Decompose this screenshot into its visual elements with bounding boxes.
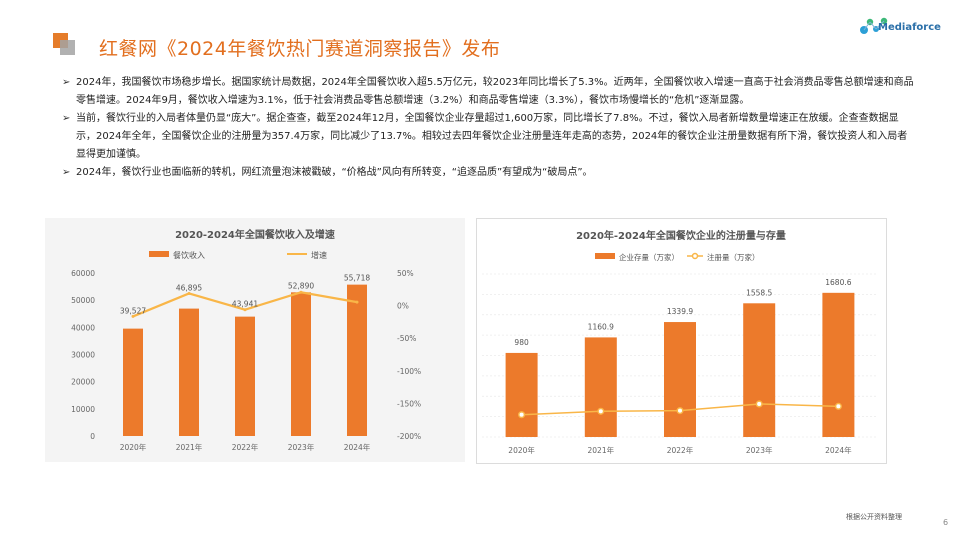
title-decoration [53, 33, 77, 57]
registration-point [755, 400, 763, 408]
y-left-tick-label: 60000 [71, 269, 95, 278]
y-right-tick-label: -150% [397, 399, 421, 408]
legend-bar-label: 企业存量（万家） [619, 252, 679, 262]
registration-point [676, 407, 684, 415]
bullet-item: ➢ 2024年，餐饮行业也面临新的转机，网红流量泡沫被戳破，“价格战”风向有所转… [62, 164, 914, 182]
legend-line-label: 增速 [311, 250, 327, 260]
legend-line-marker [691, 252, 699, 260]
revenue-chart: 2020-2024年全国餐饮收入及增速 餐饮收入 增速 0 10000 20000 3… [45, 218, 465, 462]
bullet-item: ➢ 当前，餐饮行业的入局者体量仍显“庞大”。据企查查，截至2024年12月，全国… [62, 110, 914, 164]
logo-text: Mediaforce [878, 22, 941, 33]
revenue-bar [347, 284, 367, 436]
chart-title: 2020年-2024年全国餐饮企业的注册量与存量 [576, 229, 786, 242]
stock-bar [822, 292, 855, 437]
x-tick-label: 2024年 [825, 445, 852, 455]
y-left-tick-label: 20000 [71, 378, 95, 387]
x-tick-label: 2021年 [176, 442, 203, 452]
y-left-tick-label: 40000 [71, 323, 95, 332]
mediaforce-logo-icon [860, 17, 888, 34]
y-right-tick-label: -50% [397, 334, 416, 343]
growth-point [131, 314, 135, 318]
x-tick-label: 2020年 [508, 445, 535, 455]
x-tick-label: 2023年 [288, 442, 315, 452]
revenue-data-label: 55,718 [344, 274, 370, 283]
y-left-tick-label: 10000 [71, 405, 95, 414]
y-right-tick-label: -200% [397, 432, 421, 441]
growth-point [187, 291, 191, 295]
enterprise-chart-svg: 2020年-2024年全国餐饮企业的注册量与存量 企业存量（万家） 注册量（万家… [482, 229, 878, 455]
revenue-bar [235, 316, 255, 436]
x-tick-label: 2024年 [344, 442, 371, 452]
bullet-list: ➢ 2024年，我国餐饮市场稳步增长。据国家统计局数据，2024年全国餐饮收入超… [62, 74, 914, 182]
growth-point [243, 308, 247, 312]
y-right-tick-label: 0% [397, 302, 409, 311]
revenue-bar [123, 328, 143, 436]
y-left-tick-label: 0 [90, 432, 95, 441]
stock-bar [743, 303, 776, 437]
stock-data-label: 980 [514, 338, 529, 347]
enterprise-chart: 2020年-2024年全国餐饮企业的注册量与存量 企业存量（万家） 注册量（万家… [476, 218, 887, 464]
bullet-text: 2024年，餐饮行业也面临新的转机，网红流量泡沫被戳破，“价格战”风向有所转变，… [76, 167, 593, 178]
bullet-arrow-icon: ➢ [62, 113, 71, 124]
y-left-tick-label: 30000 [71, 351, 95, 360]
stock-bar [664, 322, 696, 437]
stock-data-label: 1680.6 [825, 278, 851, 287]
bullet-arrow-icon: ➢ [62, 77, 71, 88]
revenue-chart-svg: 2020-2024年全国餐饮收入及增速 餐饮收入 增速 0 10000 20000 3… [71, 228, 421, 452]
legend-line-label: 注册量（万家） [707, 252, 760, 262]
growth-point [355, 300, 359, 304]
bullet-text: 2024年，我国餐饮市场稳步增长。据国家统计局数据，2024年全国餐饮收入超5.… [76, 77, 914, 106]
legend-bar-swatch [595, 253, 615, 259]
stock-data-label: 1558.5 [746, 288, 772, 297]
x-tick-label: 2021年 [588, 445, 615, 455]
stock-data-label: 1339.9 [667, 307, 693, 316]
revenue-data-label: 52,890 [288, 281, 314, 290]
registration-point [597, 407, 605, 415]
registration-point [834, 402, 842, 410]
revenue-data-label: 43,941 [232, 300, 258, 309]
x-tick-label: 2022年 [232, 442, 259, 452]
revenue-bar [291, 292, 311, 436]
x-tick-label: 2023年 [746, 445, 773, 455]
page-title: 红餐网《2024年餐饮热门赛道洞察报告》发布 [99, 38, 501, 60]
bullet-arrow-icon: ➢ [62, 167, 71, 178]
x-tick-label: 2022年 [667, 445, 694, 455]
x-tick-label: 2020年 [120, 442, 147, 452]
bullet-item: ➢ 2024年，我国餐饮市场稳步增长。据国家统计局数据，2024年全国餐饮收入超… [62, 74, 914, 110]
page-number: 6 [943, 518, 949, 527]
revenue-bar [179, 308, 199, 436]
legend-bar-label: 餐饮收入 [173, 250, 205, 260]
y-right-tick-label: -100% [397, 367, 421, 376]
revenue-data-label: 39,527 [120, 306, 146, 315]
y-left-tick-label: 50000 [71, 296, 95, 305]
registration-point [518, 411, 526, 419]
stock-data-label: 1160.9 [588, 322, 614, 331]
revenue-data-label: 46,895 [176, 283, 202, 292]
y-right-tick-label: 50% [397, 269, 414, 278]
chart-title: 2020-2024年全国餐饮收入及增速 [175, 228, 335, 241]
source-note: 根据公开资料整理 [846, 513, 902, 521]
legend-bar-swatch [149, 251, 169, 257]
growth-point [299, 290, 303, 294]
bullet-text: 当前，餐饮行业的入局者体量仍显“庞大”。据企查查，截至2024年12月，全国餐饮… [76, 113, 908, 160]
stock-bar [505, 352, 538, 437]
stock-bar [584, 337, 617, 437]
